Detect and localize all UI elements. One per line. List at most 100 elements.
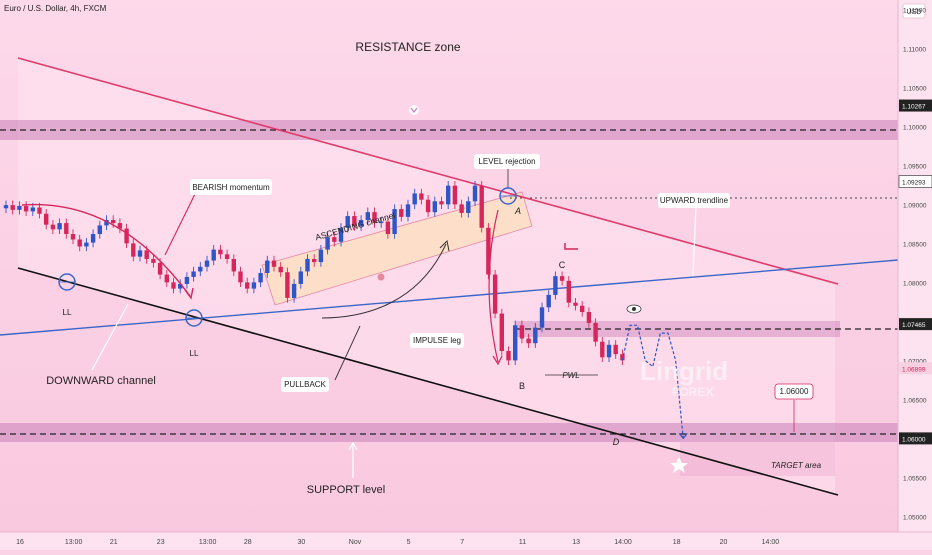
downward-channel-line[interactable] <box>17 267 839 496</box>
candle <box>271 255 277 272</box>
candle-body <box>419 193 424 200</box>
impulse-label-box <box>410 333 464 348</box>
candle <box>365 207 370 225</box>
candle <box>318 244 324 267</box>
price-label: 1.06000 <box>902 436 926 443</box>
y-tick-label: 1.11000 <box>903 46 926 53</box>
candle-body <box>546 294 551 308</box>
y-tick-label: 1.07000 <box>903 358 927 365</box>
candle <box>332 232 337 247</box>
upward-trendline[interactable] <box>0 259 899 336</box>
currency-label: USD <box>907 9 922 16</box>
candle <box>77 234 82 252</box>
candle-body <box>385 221 391 235</box>
x-tick-label: 7 <box>460 539 464 546</box>
x-tick-label: 14:00 <box>762 539 780 546</box>
star-icon <box>670 457 688 473</box>
candle-body <box>606 344 612 358</box>
candle <box>298 266 303 289</box>
price-label: 1.06899 <box>902 366 926 373</box>
candle <box>553 271 558 300</box>
y-tick-label: 1.08500 <box>903 241 927 248</box>
ll-label-2: LL <box>190 349 199 358</box>
candle-body <box>77 239 82 247</box>
x-tick-label: 18 <box>673 539 681 546</box>
arrow-down-icon[interactable] <box>409 105 419 115</box>
candle <box>17 201 22 215</box>
x-tick-label: 11 <box>519 539 526 546</box>
candle-body <box>117 223 123 229</box>
candle-body <box>124 228 129 244</box>
candle <box>245 277 250 294</box>
candle-body <box>553 276 558 295</box>
symbol-title: Euro / U.S. Dollar, 4h, FXCM <box>4 4 107 13</box>
currency-badge[interactable] <box>902 3 926 19</box>
point-d-label: D <box>613 437 620 447</box>
candle <box>593 318 598 347</box>
candle-body <box>358 219 364 227</box>
candle <box>492 269 498 319</box>
pullback-arrowhead <box>439 239 450 252</box>
candle <box>70 229 76 245</box>
y-tick-label: 1.05500 <box>903 475 927 482</box>
candle <box>613 340 618 359</box>
candle <box>439 196 444 210</box>
candle-body <box>305 258 310 272</box>
candle <box>338 223 344 247</box>
support-level-label: SUPPORT level <box>307 484 385 496</box>
candle-body <box>84 242 89 247</box>
candle-body <box>405 204 411 217</box>
y-tick-label: 1.10000 <box>903 124 927 131</box>
candle <box>412 188 417 210</box>
candle <box>291 279 297 303</box>
candle-body <box>539 307 545 328</box>
target-price-box <box>774 383 814 400</box>
candle-body <box>352 216 357 227</box>
candle-body <box>298 271 303 284</box>
price-axis-background[interactable] <box>898 0 932 550</box>
x-tick-label: 30 <box>298 539 306 546</box>
candle <box>600 336 605 362</box>
candle <box>573 297 578 311</box>
watermark-name: Lingrid <box>640 356 728 386</box>
y-tick-label: 1.09500 <box>903 163 927 170</box>
candle-body <box>265 260 270 274</box>
candle-body <box>392 209 397 235</box>
eye-pupil-icon <box>632 307 636 311</box>
candle <box>238 266 243 288</box>
candle-body <box>452 185 458 205</box>
price-labels: 1.10267 1.09293 1.07465 1.06899 1.06000 <box>898 99 932 445</box>
ll-label-1: LL <box>63 308 72 317</box>
descending-trendline[interactable] <box>17 57 839 285</box>
point-c-label: C <box>559 260 566 270</box>
candle <box>419 188 424 205</box>
candle-body <box>218 249 223 255</box>
x-tick-label: Nov <box>349 539 362 546</box>
candle-body <box>164 274 169 283</box>
y-tick-label: 1.09000 <box>903 202 927 209</box>
candle-body <box>325 237 330 250</box>
price-label-box <box>899 99 932 112</box>
candle-body <box>372 212 377 224</box>
candle-body <box>278 266 283 273</box>
candle-body <box>97 225 102 235</box>
time-axis-background[interactable] <box>0 532 932 550</box>
candle-body <box>580 305 585 313</box>
projection-arrowhead <box>678 433 688 440</box>
candle <box>385 216 391 239</box>
candle-body <box>586 312 592 323</box>
candle <box>104 215 109 231</box>
y-tick-label: 1.10500 <box>903 85 927 92</box>
candle <box>50 219 56 235</box>
candle-body <box>231 258 236 272</box>
x-tick-label: 23 <box>157 539 165 546</box>
resistance-zone-label: RESISTANCE zone <box>355 40 460 54</box>
candle <box>325 232 330 255</box>
pwl-label: PWL <box>562 371 579 380</box>
price-label-box <box>899 362 932 375</box>
x-tick-label: 28 <box>244 539 252 546</box>
candle <box>566 276 571 308</box>
x-axis-ticks: 16 13:00 21 23 13:00 28 30 Nov 5 7 11 13 14:00 18 20 14… <box>16 539 779 546</box>
